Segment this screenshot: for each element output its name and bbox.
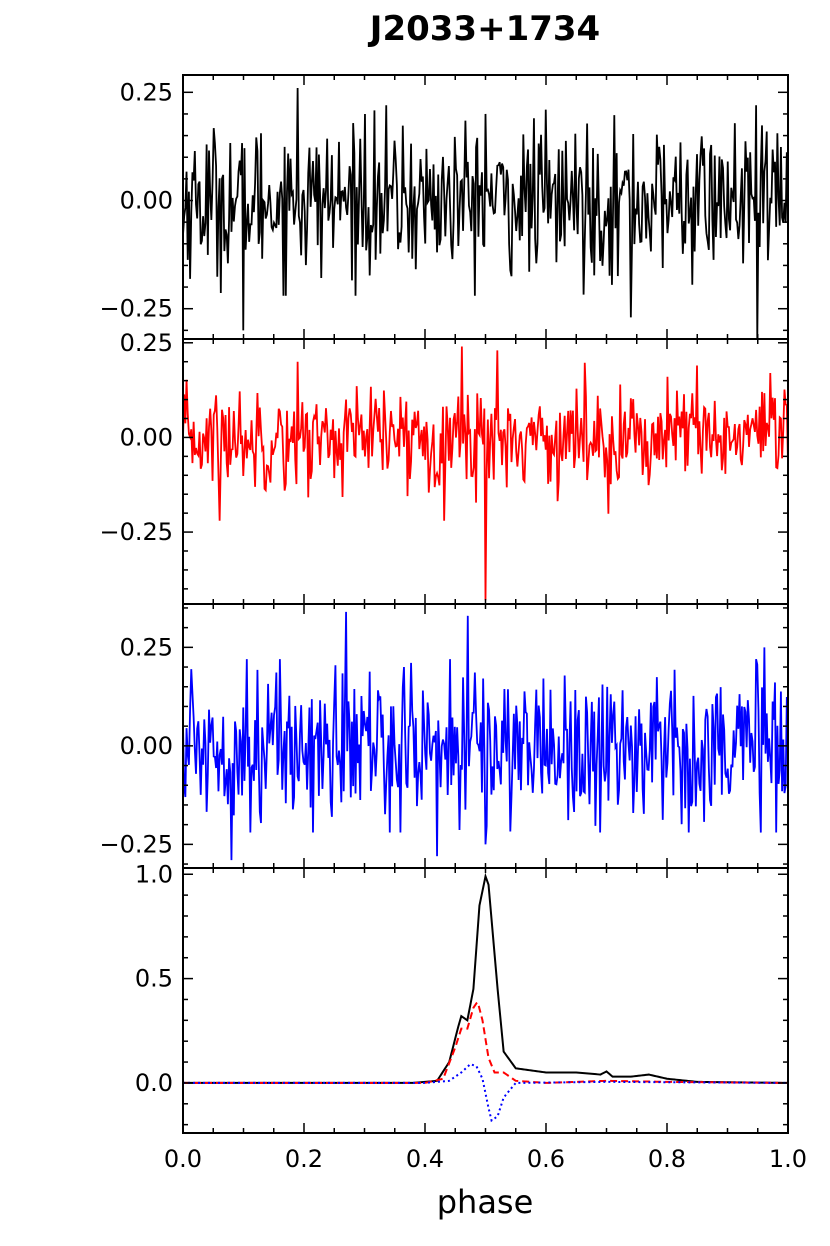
chart-title: J2033+1734 [368,9,600,49]
y-tick-label: 0.25 [120,78,173,106]
x-tick-label: 0.2 [285,1145,323,1173]
y-tick-label: 0.00 [120,187,173,215]
series-line-1-1 [183,87,788,339]
panel-frame [182,867,789,1134]
panel-1: 0.25 0.00 −0.25 [99,74,789,340]
x-tick-label: 0.6 [527,1145,565,1173]
panel-4: 1.0 0.5 0.0 [135,860,789,1134]
x-tick-label: 1.0 [769,1145,807,1173]
y-tick-label: 0.25 [120,633,173,661]
x-axis-title: phase [437,1183,534,1221]
series-line-4-2 [183,1001,788,1084]
y-tick-label: 0.00 [120,732,173,760]
y-tick-label: 0.5 [135,965,173,993]
y-tick-label: −0.25 [99,830,173,858]
plot-area: 0.250.00−0.250.250.00−0.250.250.00−0.251… [99,74,789,1134]
series-line-2-1 [183,346,788,601]
x-tick-label: 0.8 [648,1145,686,1173]
y-tick-label: −0.25 [99,295,173,323]
x-tick-label: 0.0 [164,1145,202,1173]
y-tick-label: 0.25 [120,329,173,357]
panel-2: 0.25 0.00 −0.25 [99,329,789,605]
x-axis-ticks: 0.0 0.2 0.4 0.6 0.8 1.0 [164,1145,807,1173]
series-line-4-1 [183,872,788,1084]
y-tick-label: 0.0 [135,1069,173,1097]
panel-3: 0.25 0.00 −0.25 [99,603,789,869]
x-tick-label: 0.4 [406,1145,444,1173]
y-tick-label: 0.00 [120,423,173,451]
series-line-3-1 [183,611,788,861]
series-line-4-3 [183,1063,788,1123]
y-tick-label: 1.0 [135,860,173,888]
y-tick-label: −0.25 [99,518,173,546]
